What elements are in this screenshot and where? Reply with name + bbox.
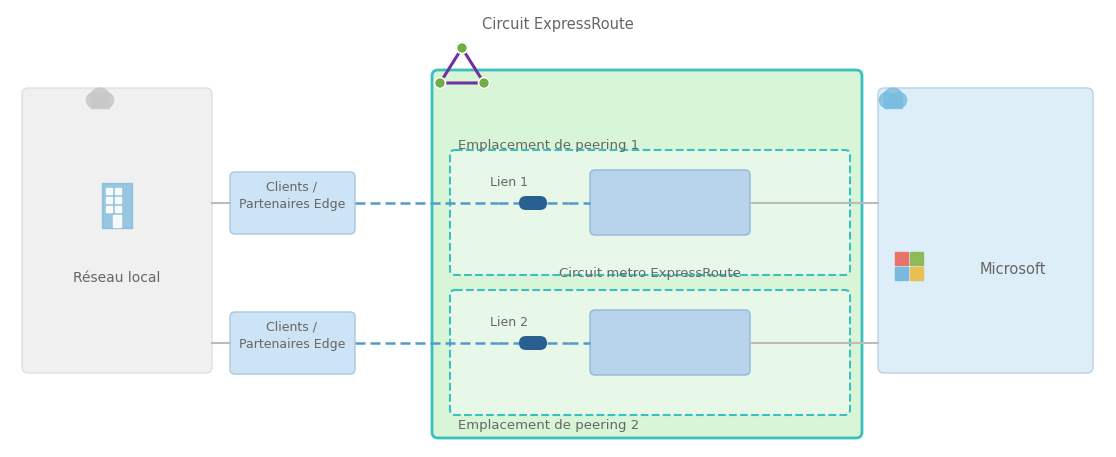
Bar (884, 100, 902, 108)
FancyBboxPatch shape (450, 150, 850, 275)
Bar (895, 267, 908, 280)
Circle shape (86, 92, 102, 108)
Bar (910, 267, 923, 280)
Text: Clients /
Partenaires Edge: Clients / Partenaires Edge (239, 321, 345, 351)
Text: Emplacement de peering 2: Emplacement de peering 2 (458, 419, 639, 431)
Circle shape (892, 92, 906, 108)
Bar (92, 100, 109, 108)
FancyBboxPatch shape (22, 88, 212, 373)
Circle shape (90, 88, 109, 108)
Circle shape (98, 92, 114, 108)
FancyBboxPatch shape (230, 312, 355, 374)
Bar (102, 183, 132, 228)
FancyBboxPatch shape (590, 170, 750, 235)
Circle shape (879, 92, 895, 108)
FancyBboxPatch shape (519, 336, 547, 350)
Bar (115, 188, 121, 194)
Bar (115, 197, 121, 203)
Text: Microsoft: Microsoft (980, 262, 1047, 277)
FancyBboxPatch shape (590, 310, 750, 375)
Text: Réseau local: Réseau local (74, 271, 161, 285)
Text: Lien 1: Lien 1 (490, 176, 528, 190)
FancyBboxPatch shape (230, 172, 355, 234)
Circle shape (434, 78, 445, 89)
FancyBboxPatch shape (432, 70, 862, 438)
FancyBboxPatch shape (878, 88, 1093, 373)
Bar (895, 252, 908, 265)
Text: Microsoft
Enterprise Edge 2: Microsoft Enterprise Edge 2 (610, 325, 730, 355)
FancyBboxPatch shape (519, 196, 547, 210)
Text: Lien 2: Lien 2 (490, 317, 528, 329)
Circle shape (883, 88, 903, 108)
Bar (106, 188, 112, 194)
FancyBboxPatch shape (450, 290, 850, 415)
Circle shape (456, 43, 468, 53)
Text: Circuit ExpressRoute: Circuit ExpressRoute (482, 17, 634, 32)
Bar (910, 252, 923, 265)
Text: Clients /
Partenaires Edge: Clients / Partenaires Edge (239, 181, 345, 211)
Text: Microsoft
Enterprise Edge 1: Microsoft Enterprise Edge 1 (610, 185, 730, 215)
Text: Emplacement de peering 1: Emplacement de peering 1 (458, 138, 639, 152)
Bar (113, 215, 121, 227)
Bar (106, 197, 112, 203)
Text: Circuit metro ExpressRoute: Circuit metro ExpressRoute (559, 267, 741, 281)
Bar (115, 206, 121, 212)
Circle shape (479, 78, 490, 89)
Bar (106, 206, 112, 212)
